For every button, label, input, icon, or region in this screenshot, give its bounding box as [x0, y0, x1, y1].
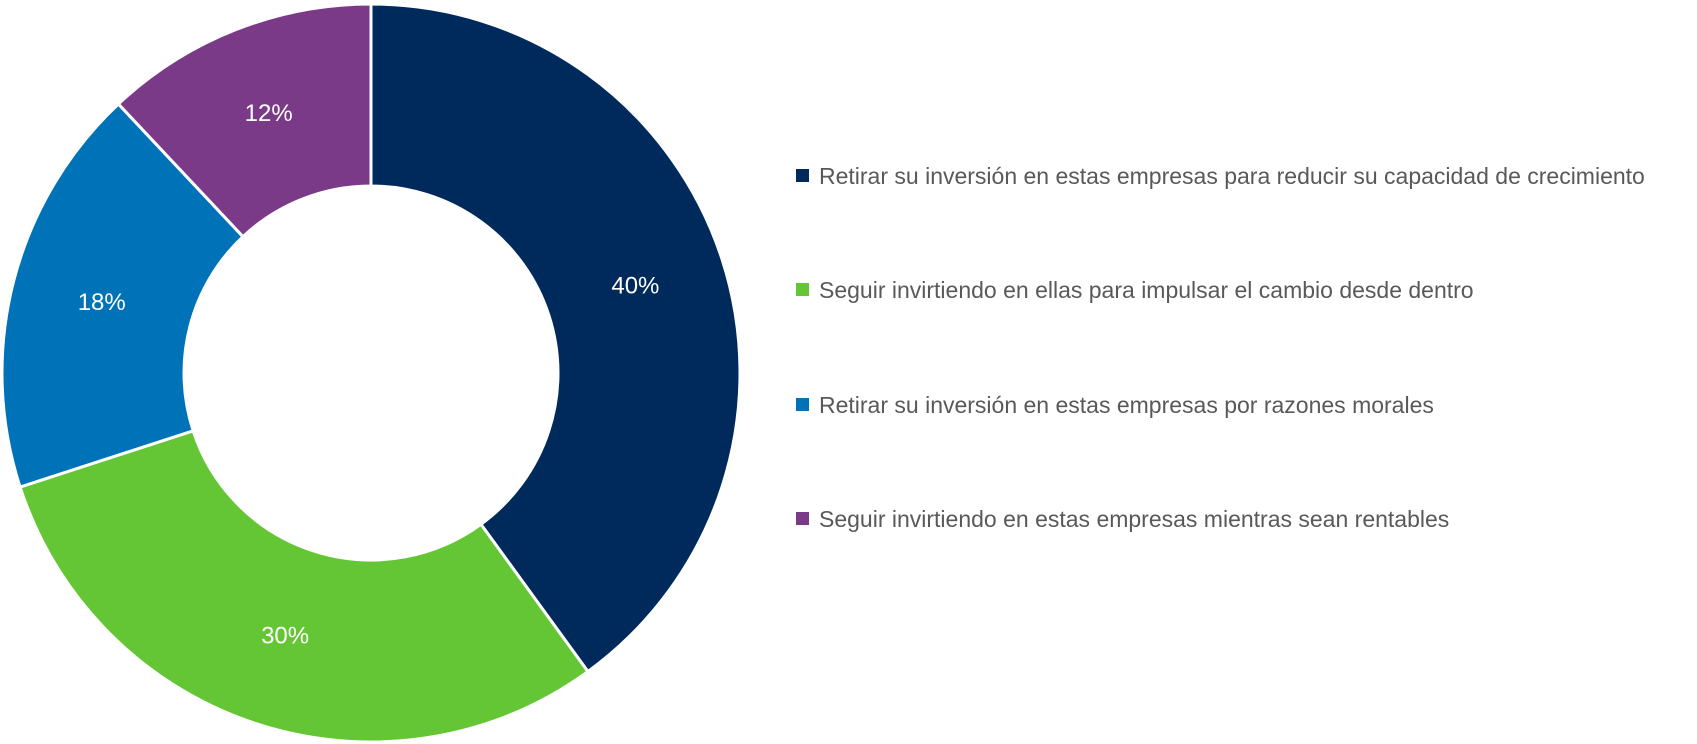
slice	[116, 2, 373, 239]
legend-item: Retirar su inversión en estas empresas p…	[796, 386, 1696, 424]
legend-label: Seguir invirtiendo en ellas para impulsa…	[819, 277, 1474, 303]
data-label: 30%	[261, 623, 309, 650]
legend-swatch	[796, 283, 809, 296]
legend-swatch	[796, 512, 809, 525]
legend-swatch	[796, 169, 809, 182]
donut: 40% 30% 18% 12%	[0, 2, 742, 744]
data-label: 18%	[78, 289, 126, 316]
legend-swatch	[796, 398, 809, 411]
legend-label: Retirar su inversión en estas empresas p…	[819, 163, 1645, 189]
legend-item: Seguir invirtiendo en ellas para impulsa…	[796, 271, 1696, 309]
slice	[18, 428, 590, 744]
data-label: 40%	[611, 272, 659, 299]
legend-label: Retirar su inversión en estas empresas p…	[819, 392, 1434, 418]
legend-label: Seguir invirtiendo en estas empresas mie…	[819, 506, 1450, 532]
legend-item: Retirar su inversión en estas empresas p…	[796, 157, 1696, 195]
legend-item: Seguir invirtiendo en estas empresas mie…	[796, 500, 1696, 538]
slice	[0, 101, 246, 489]
data-label: 12%	[245, 100, 293, 127]
slice	[369, 2, 742, 674]
